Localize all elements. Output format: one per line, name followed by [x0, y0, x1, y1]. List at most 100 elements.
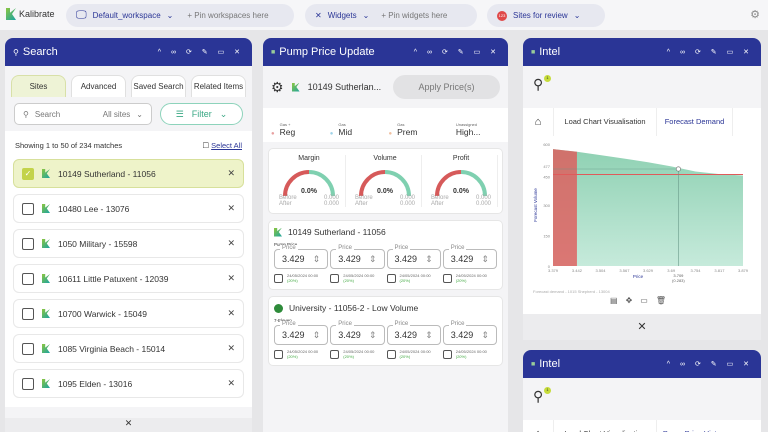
- stepper-icon[interactable]: ⇕: [481, 330, 489, 340]
- price-input[interactable]: Price 3.429 ⇕: [274, 245, 329, 269]
- kpi-gauge: Profit 0.0% Before 0.000 After 0.000: [425, 155, 498, 207]
- site-checkbox[interactable]: [22, 307, 34, 320]
- grade-tab[interactable]: ● Gas Mid: [330, 113, 383, 137]
- chevron-down-icon: ⌄: [573, 11, 581, 20]
- tab-pump-price-history[interactable]: Pump Price History: [656, 420, 733, 432]
- site-subtitle: 7-Eleven: [274, 318, 497, 323]
- apply-prices-button[interactable]: Apply Price(s): [393, 75, 500, 99]
- tools-icon[interactable]: ✕: [227, 238, 235, 248]
- window-icon[interactable]: ▭: [640, 296, 656, 305]
- grade-tab[interactable]: ● Gas Prem: [389, 113, 442, 137]
- search-icon[interactable]: ⚲: [533, 76, 544, 92]
- pin-workspaces[interactable]: + Pin workspaces here: [187, 11, 269, 20]
- price-input[interactable]: Price 3.429 ⇕: [330, 321, 385, 345]
- tab-related-items[interactable]: Related Items: [191, 75, 246, 97]
- workspace-selector[interactable]: Default_workspace: [92, 11, 161, 20]
- price-checkbox[interactable]: [386, 273, 396, 283]
- forecast-chart[interactable]: 0 150 300 450 600 477 3.379 3.442 3.504 3.567 3.62…: [531, 138, 753, 288]
- tools-icon[interactable]: ✕: [227, 203, 235, 213]
- settings-gear-icon[interactable]: ⚙: [750, 9, 760, 21]
- home-icon[interactable]: ⌂: [523, 428, 553, 432]
- tab-advanced[interactable]: Advanced: [71, 75, 126, 97]
- chevron-down-icon[interactable]: ⌄: [362, 11, 370, 20]
- tools-icon[interactable]: ✕: [227, 168, 235, 178]
- site-list-item[interactable]: 1095 Elden - 13016 ✕: [13, 369, 244, 398]
- stepper-icon[interactable]: ⇕: [481, 254, 489, 264]
- site-list-item[interactable]: 10611 Little Patuxent - 12039 ✕: [13, 264, 244, 293]
- tab-load-chart[interactable]: Load Chart Visualisation: [553, 420, 656, 432]
- panel-controls[interactable]: ^ ∞ ⟳ ✎ ▭ ✕: [413, 49, 500, 56]
- panel-controls[interactable]: ^ ∞ ⟳ ✎ ▭ ✕: [157, 49, 244, 56]
- grade-tab[interactable]: ● Unassigned High...: [447, 113, 500, 137]
- select-all-link[interactable]: Select All: [211, 141, 242, 150]
- site-checkbox[interactable]: [22, 237, 34, 250]
- tools-icon[interactable]: ✕: [227, 273, 235, 283]
- price-input[interactable]: Price 3.429 ⇕: [274, 321, 329, 345]
- stepper-icon[interactable]: ⇕: [425, 254, 433, 264]
- sites-for-review[interactable]: 123 Sites for review ⌄: [487, 4, 605, 27]
- y-tick-label: 600: [543, 142, 550, 147]
- site-checkbox[interactable]: [22, 342, 34, 355]
- tools-icon[interactable]: ✕: [227, 308, 235, 318]
- scope-select[interactable]: All sites: [102, 109, 131, 119]
- site-checkbox[interactable]: [22, 202, 34, 215]
- price-checkbox[interactable]: [330, 273, 340, 283]
- tab-forecast-demand[interactable]: Forecast Demand: [656, 108, 733, 136]
- stepper-icon[interactable]: ⇕: [368, 330, 377, 340]
- gauge-arc: [435, 170, 487, 197]
- price-checkbox[interactable]: [442, 273, 452, 283]
- price-value: 3.429: [394, 330, 418, 340]
- widgets-selector[interactable]: Widgets: [327, 11, 357, 20]
- filter-button[interactable]: ☰ Filter ⌄: [160, 103, 243, 125]
- price-checkbox[interactable]: [330, 349, 340, 359]
- tools-icon[interactable]: ✕: [227, 343, 235, 353]
- tools-icon[interactable]: ✕: [523, 314, 761, 340]
- price-checkbox[interactable]: [274, 273, 283, 283]
- marker-point: [675, 166, 681, 172]
- search-icon[interactable]: ⚲: [533, 388, 544, 404]
- move-icon[interactable]: ✥: [625, 296, 641, 305]
- grade-tab[interactable]: ● Gas + Reg: [271, 113, 324, 137]
- site-list-item[interactable]: 10480 Lee - 13076 ✕: [13, 194, 244, 223]
- price-checkbox[interactable]: [274, 349, 283, 359]
- stepper-icon[interactable]: ⇕: [312, 254, 321, 264]
- pin-widgets[interactable]: + Pin widgets here: [381, 11, 448, 20]
- site-checkbox[interactable]: ✓: [22, 167, 34, 180]
- site-checkbox[interactable]: [22, 377, 34, 390]
- select-all-checkbox[interactable]: ☐: [202, 141, 212, 150]
- tools-icon[interactable]: ✕: [227, 378, 235, 388]
- tab-load-chart[interactable]: Load Chart Visualisation: [553, 108, 656, 136]
- site-list-item[interactable]: 1050 Military - 15598 ✕: [13, 229, 244, 258]
- tab-saved-search[interactable]: Saved Search: [131, 75, 186, 97]
- database-icon[interactable]: ▤: [610, 296, 626, 305]
- stepper-icon[interactable]: ⇕: [425, 330, 433, 340]
- price-checkbox[interactable]: [442, 349, 452, 359]
- site-checkbox[interactable]: [22, 272, 34, 285]
- selected-site: 10149 Sutherlan...: [307, 82, 382, 92]
- site-list-item[interactable]: 1085 Virginia Beach - 15014 ✕: [13, 334, 244, 363]
- site-list-item[interactable]: ✓ 10149 Sutherland - 11056 ✕: [13, 159, 244, 188]
- price-checkbox[interactable]: [386, 349, 396, 359]
- price-input[interactable]: Price 3.429 ⇕: [386, 321, 441, 345]
- price-input[interactable]: Price 3.429 ⇕: [386, 245, 441, 269]
- price-date: 24/05/2024 00:00: [343, 273, 375, 278]
- search-input[interactable]: ⚲ Search All sites ⌄: [14, 103, 152, 125]
- price-input[interactable]: Price 3.429 ⇕: [442, 245, 497, 269]
- tools-icon[interactable]: ✕: [5, 418, 252, 432]
- price-input[interactable]: Price 3.429 ⇕: [330, 245, 385, 269]
- trash-icon[interactable]: 🗑: [655, 296, 674, 305]
- tools-icon: ✕: [315, 11, 322, 20]
- home-icon[interactable]: ⌂: [534, 116, 542, 128]
- tab-sites[interactable]: Sites: [11, 75, 66, 97]
- site-list-item[interactable]: 10700 Warwick - 15049 ✕: [13, 299, 244, 328]
- site-name: 10149 Sutherland - 11056: [58, 168, 156, 179]
- settings-gear-icon[interactable]: ⚙: [271, 78, 284, 95]
- panel-controls[interactable]: ^ ∞ ⟳ ✎ ▭ ✕: [666, 361, 753, 368]
- kalibrate-site-icon: [42, 239, 50, 248]
- stepper-icon[interactable]: ⇕: [312, 330, 321, 340]
- panel-controls[interactable]: ^ ∞ ⟳ ✎ ▭ ✕: [666, 49, 753, 56]
- chevron-down-icon[interactable]: ⌄: [166, 11, 174, 20]
- kalibrate-logo[interactable]: Kalibrate: [6, 8, 55, 20]
- price-input[interactable]: Price 3.429 ⇕: [442, 321, 497, 345]
- stepper-icon[interactable]: ⇕: [368, 254, 377, 264]
